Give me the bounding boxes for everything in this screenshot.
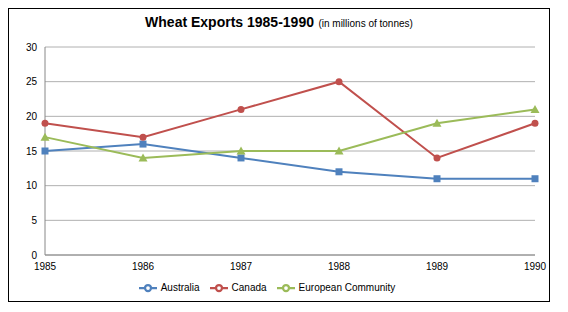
html-text:Canada: Canada [231, 281, 267, 293]
svg-text:1985: 1985 [34, 261, 57, 272]
svg-text:1990: 1990 [524, 261, 547, 272]
html-text:European Community: European Community [298, 281, 396, 293]
svg-text:0: 0 [31, 250, 37, 261]
html-text:Wheat Exports 1985-1990 (in mi: Wheat Exports 1985-1990 (in millions of … [145, 14, 413, 30]
svg-text:1987: 1987 [230, 261, 253, 272]
svg-text:15: 15 [26, 146, 38, 157]
svg-text:20: 20 [26, 111, 38, 122]
svg-text:30: 30 [26, 42, 38, 53]
svg-text:10: 10 [26, 180, 38, 191]
svg-text:25: 25 [26, 76, 38, 87]
svg-text:1988: 1988 [328, 261, 351, 272]
svg-text:1989: 1989 [426, 261, 449, 272]
svg-text:1986: 1986 [132, 261, 155, 272]
html-text:Australia: Australia [160, 281, 200, 293]
svg-text:5: 5 [31, 215, 37, 226]
